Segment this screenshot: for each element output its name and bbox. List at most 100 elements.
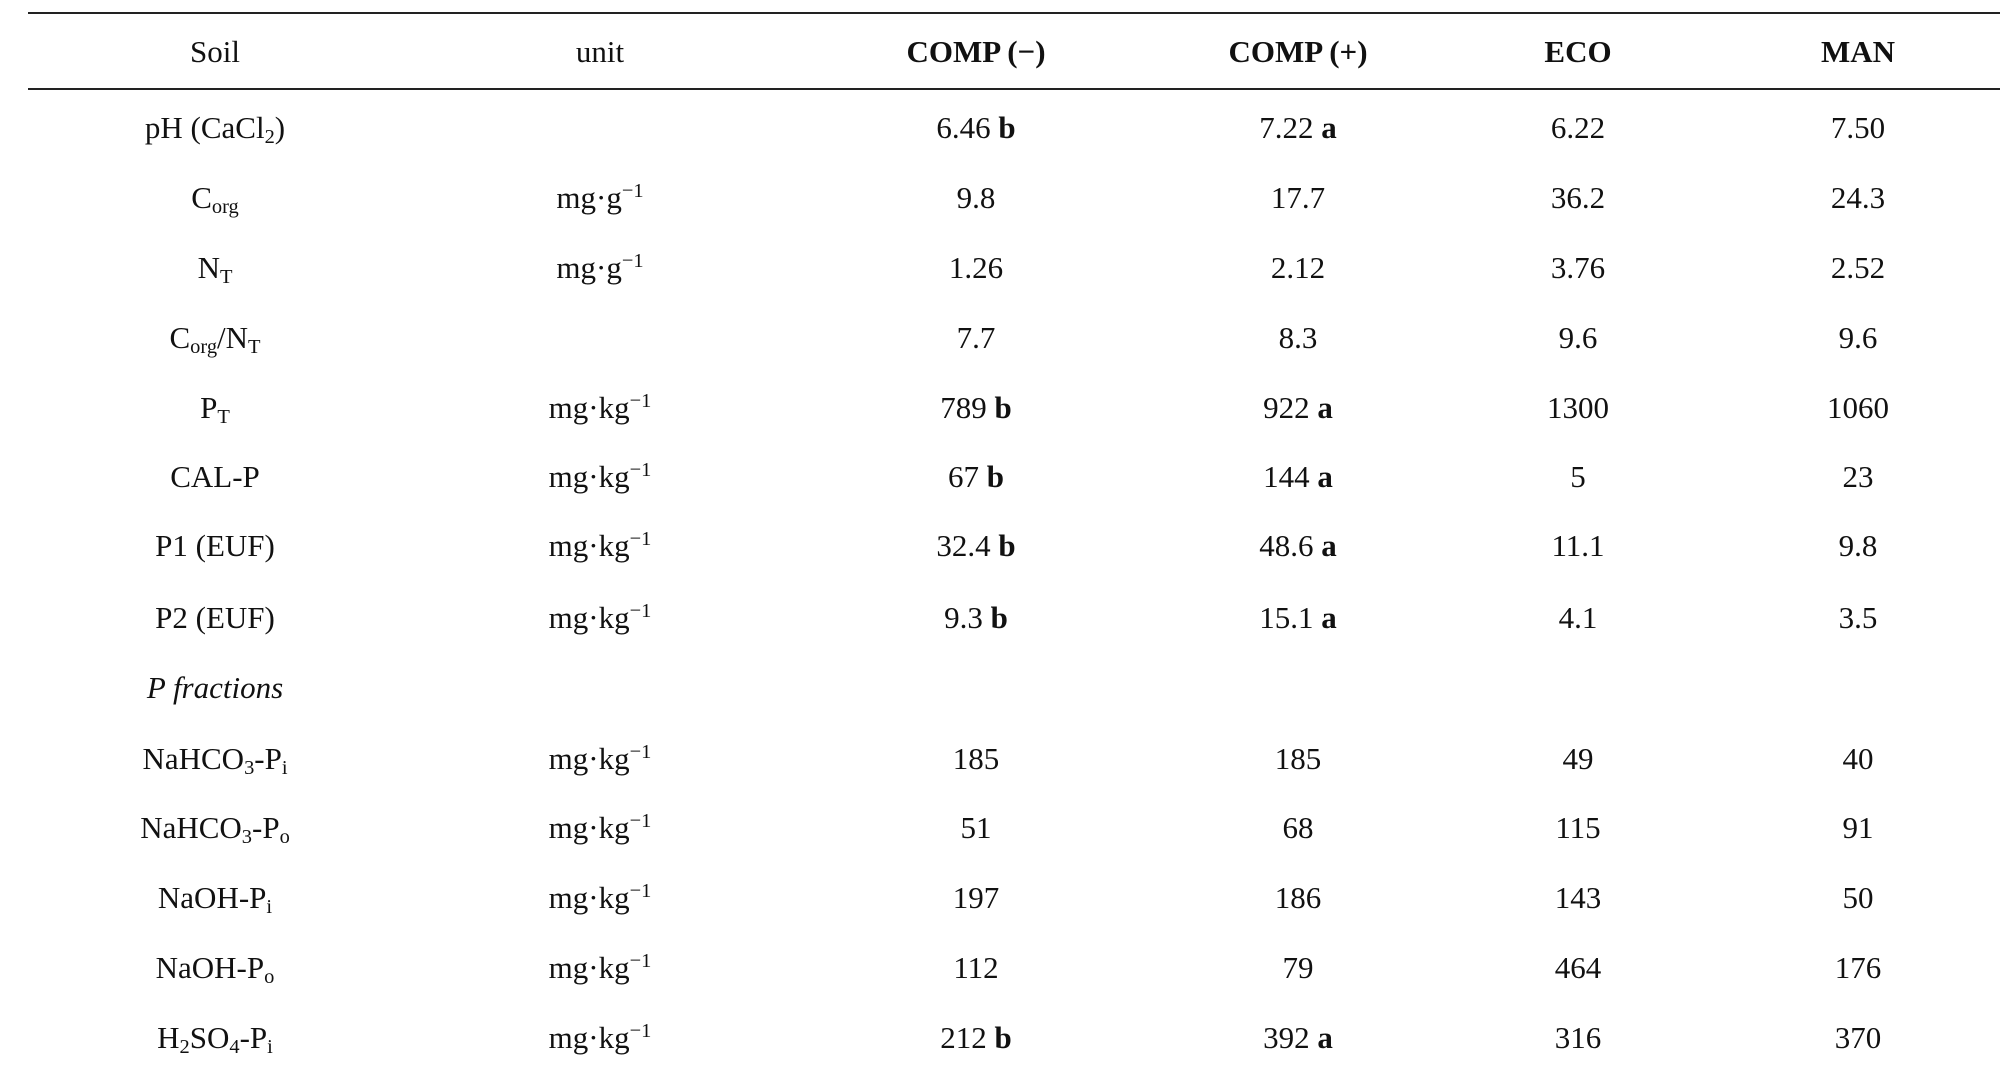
label-subscript: 3 (244, 757, 255, 780)
row-label: pH (CaCl2) (145, 110, 286, 147)
section-label: P fractions (146, 670, 284, 705)
label-subscript-2: o (279, 826, 290, 849)
cell-eco: 1300 (1547, 390, 1609, 425)
unit-text: mg·kg (548, 528, 630, 563)
label-text: NaOH-P (155, 950, 265, 985)
cell-man: 2.52 (1830, 250, 1886, 285)
row-label: NaHCO3-Pi (142, 741, 287, 778)
unit-exponent: −1 (629, 740, 652, 763)
label-subscript: o (264, 966, 275, 989)
label-text: H (157, 1020, 180, 1055)
label-text-after-2: -P (239, 1020, 268, 1055)
row-unit: mg·kg−1 (549, 740, 652, 774)
cell-man: 40 (1842, 741, 1874, 776)
value-comp-plus: 68 (1282, 810, 1314, 845)
label-subscript: 3 (241, 826, 253, 849)
unit-exponent: −1 (621, 179, 644, 202)
header-unit: unit (575, 34, 625, 69)
cell-man: 91 (1842, 810, 1874, 845)
label-subscript-2: i (281, 757, 288, 780)
cell-comp-plus: 17.7 (1271, 182, 1325, 213)
cell-comp-plus: 2.12 (1271, 252, 1325, 283)
significance-letter: a (1321, 110, 1337, 145)
cell-man: 1060 (1827, 390, 1889, 425)
significance-letter: a (1321, 528, 1337, 563)
value-comp-minus: 212 (940, 1020, 987, 1055)
row-unit: mg·kg−1 (548, 390, 652, 425)
significance-letter: b (994, 1020, 1012, 1055)
value-comp-plus: 186 (1274, 880, 1322, 915)
cell-comp-plus: 186 (1275, 882, 1322, 913)
cell-eco: 115 (1555, 810, 1601, 845)
row-unit: mg·g−1 (556, 179, 644, 213)
value-comp-plus: 185 (1274, 741, 1322, 776)
label-subscript: org (190, 336, 218, 359)
cell-eco: 3.76 (1550, 250, 1606, 285)
label-text: NaHCO (142, 741, 245, 776)
cell-comp-minus: 185 (953, 743, 1000, 774)
cell-man: 23 (1842, 459, 1874, 494)
significance-letter: a (1321, 600, 1337, 635)
header-man: MAN (1820, 34, 1896, 69)
row-label: P2 (EUF) (155, 602, 275, 633)
label-text-after: ) (274, 110, 286, 145)
cell-comp-minus: 212 b (940, 1022, 1012, 1053)
value-comp-plus: 7.22 (1259, 110, 1314, 145)
cell-man: 3.5 (1838, 600, 1878, 635)
label-subscript-3: i (267, 1036, 273, 1059)
unit-text: mg·kg (548, 390, 630, 425)
value-comp-plus: 144 (1263, 459, 1310, 494)
label-subscript: 2 (264, 126, 275, 149)
unit-text: mg·kg (548, 950, 630, 985)
unit-text: mg·kg (548, 880, 630, 915)
significance-letter: b (994, 390, 1012, 425)
cell-man: 24.3 (1830, 180, 1886, 215)
label-text: P2 (EUF) (155, 600, 275, 635)
cell-comp-plus: 7.22 a (1259, 112, 1337, 143)
cell-comp-plus: 392 a (1263, 1022, 1333, 1053)
row-unit: mg·g−1 (556, 251, 643, 283)
row-label: CAL-P (170, 461, 260, 492)
cell-man: 9.8 (1838, 528, 1878, 563)
label-text: NaHCO (140, 810, 242, 845)
significance-letter: a (1317, 459, 1333, 494)
value-comp-minus: 9.3 (944, 600, 983, 635)
value-comp-plus: 2.12 (1270, 250, 1326, 285)
label-subscript-2: 4 (229, 1036, 240, 1059)
value-comp-minus: 67 (948, 459, 979, 494)
row-label: P1 (EUF) (155, 530, 275, 561)
value-comp-minus: 112 (953, 950, 999, 985)
value-comp-plus: 17.7 (1270, 180, 1326, 215)
unit-exponent: −1 (629, 599, 652, 622)
significance-letter: b (990, 600, 1008, 635)
label-text-after: -P (254, 741, 282, 776)
value-comp-minus: 6.46 (936, 110, 991, 145)
value-comp-minus: 9.8 (956, 180, 996, 215)
label-text: P (200, 390, 218, 425)
unit-exponent: −1 (629, 458, 652, 481)
label-subscript-2: T (248, 336, 261, 359)
row-label: H2SO4-Pi (157, 1020, 273, 1057)
unit-exponent: −1 (629, 1019, 652, 1042)
cell-comp-minus: 67 b (948, 461, 1004, 492)
header-comp-minus: COMP (−) (906, 34, 1046, 69)
row-unit: mg·kg−1 (548, 880, 652, 915)
value-comp-plus: 48.6 (1259, 528, 1314, 563)
cell-eco: 36.2 (1550, 180, 1606, 215)
label-text-after: -P (252, 810, 280, 845)
unit-text: mg·kg (548, 1020, 630, 1055)
significance-letter: b (998, 110, 1016, 145)
cell-eco: 49 (1562, 741, 1594, 776)
unit-exponent: −1 (629, 527, 652, 550)
row-unit: mg·kg−1 (548, 527, 652, 563)
row-unit: mg·kg−1 (549, 458, 652, 492)
row-unit: mg·kg−1 (548, 1019, 652, 1055)
cell-comp-plus: 185 (1275, 743, 1322, 774)
label-subscript: T (217, 406, 230, 429)
cell-eco: 9.6 (1558, 320, 1598, 355)
cell-comp-minus: 112 (953, 952, 998, 983)
cell-eco: 316 (1554, 1020, 1602, 1055)
value-comp-plus: 79 (1282, 950, 1314, 985)
unit-text: mg·kg (548, 810, 630, 845)
row-label: NaOH-Po (155, 950, 275, 987)
